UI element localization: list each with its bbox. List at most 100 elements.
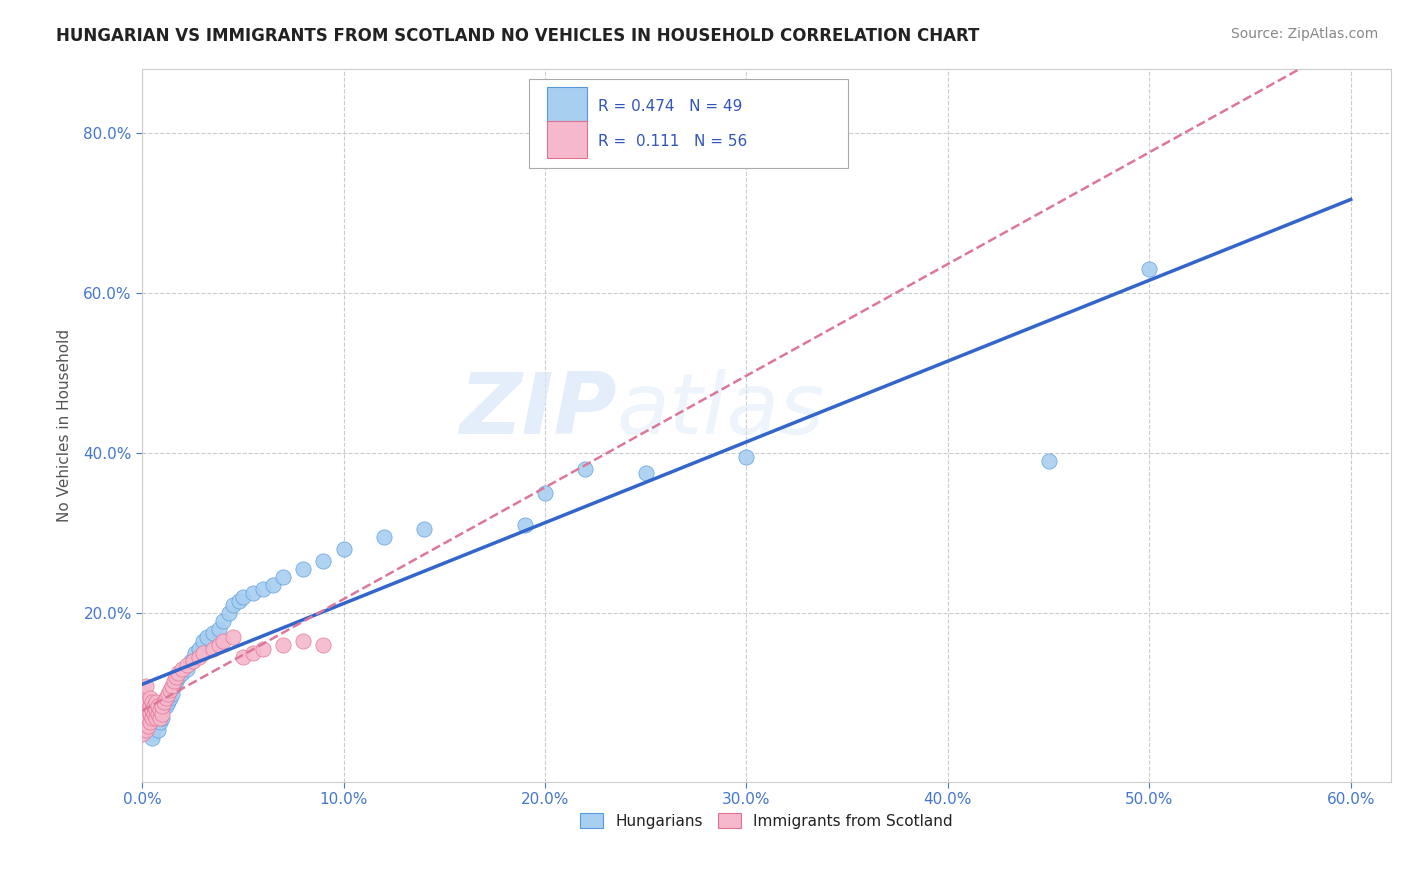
Point xyxy=(271,639,294,653)
Point xyxy=(145,714,167,729)
Point xyxy=(167,666,190,681)
Point xyxy=(228,594,250,608)
Point xyxy=(201,642,224,657)
Point xyxy=(208,623,231,637)
Point xyxy=(735,450,758,464)
Point xyxy=(145,702,167,716)
Point xyxy=(148,706,170,721)
Point xyxy=(195,631,218,645)
Point xyxy=(150,710,173,724)
Text: atlas: atlas xyxy=(617,369,825,452)
Point xyxy=(218,607,240,621)
Point xyxy=(148,723,170,737)
Point xyxy=(141,726,163,740)
Point xyxy=(141,718,163,732)
Point xyxy=(150,698,173,713)
Point xyxy=(162,679,184,693)
Point xyxy=(139,690,162,705)
Point xyxy=(148,706,170,721)
Point xyxy=(167,671,190,685)
Point xyxy=(134,686,156,700)
Point xyxy=(136,694,159,708)
Point xyxy=(534,486,557,500)
Point xyxy=(201,626,224,640)
Point xyxy=(242,586,264,600)
Point xyxy=(211,615,233,629)
Point xyxy=(176,663,198,677)
Point xyxy=(180,655,202,669)
Point xyxy=(139,698,162,713)
Point xyxy=(145,718,167,732)
Point xyxy=(513,518,536,533)
Point xyxy=(181,655,204,669)
Point xyxy=(145,710,167,724)
Point xyxy=(165,671,187,685)
Point xyxy=(159,690,181,705)
Point xyxy=(271,570,294,584)
Point xyxy=(145,710,167,724)
Point xyxy=(135,698,157,713)
Point xyxy=(262,578,284,592)
Point xyxy=(191,634,214,648)
Point xyxy=(312,554,335,568)
Point xyxy=(141,731,163,745)
Legend: Hungarians, Immigrants from Scotland: Hungarians, Immigrants from Scotland xyxy=(574,806,959,835)
Point xyxy=(143,706,166,721)
Point xyxy=(135,706,157,721)
Text: R =  0.111   N = 56: R = 0.111 N = 56 xyxy=(598,134,747,149)
Point xyxy=(134,694,156,708)
Point xyxy=(162,686,184,700)
Point xyxy=(155,698,177,713)
Text: HUNGARIAN VS IMMIGRANTS FROM SCOTLAND NO VEHICLES IN HOUSEHOLD CORRELATION CHART: HUNGARIAN VS IMMIGRANTS FROM SCOTLAND NO… xyxy=(56,27,980,45)
Point xyxy=(148,698,170,713)
Point xyxy=(187,642,209,657)
Point xyxy=(134,714,156,729)
Point xyxy=(159,682,181,697)
Point xyxy=(332,542,354,557)
Point xyxy=(222,599,245,613)
Point xyxy=(150,702,173,716)
FancyBboxPatch shape xyxy=(547,87,586,124)
Point xyxy=(208,639,231,653)
Point xyxy=(163,679,186,693)
Point xyxy=(574,462,596,476)
Point xyxy=(211,634,233,648)
Point xyxy=(149,714,172,729)
Point xyxy=(157,686,180,700)
Point xyxy=(134,702,156,716)
Point xyxy=(1137,261,1160,276)
Point xyxy=(131,718,153,732)
Point xyxy=(141,702,163,716)
Point xyxy=(141,723,163,737)
Point xyxy=(153,694,176,708)
Point xyxy=(139,706,162,721)
Point xyxy=(222,631,245,645)
Point xyxy=(1038,454,1060,468)
Point xyxy=(373,530,395,544)
Point xyxy=(292,562,315,576)
Point xyxy=(136,710,159,724)
Point xyxy=(139,714,162,729)
Text: R = 0.474   N = 49: R = 0.474 N = 49 xyxy=(598,99,742,114)
Point xyxy=(252,582,274,597)
FancyBboxPatch shape xyxy=(529,79,848,169)
Point xyxy=(145,694,167,708)
Point xyxy=(413,522,436,536)
Point xyxy=(187,650,209,665)
Point xyxy=(165,674,187,689)
Point xyxy=(232,591,254,605)
Point xyxy=(131,726,153,740)
Point xyxy=(176,658,198,673)
Point xyxy=(634,466,657,480)
Point xyxy=(172,663,194,677)
Point xyxy=(312,639,335,653)
Point xyxy=(172,666,194,681)
Point xyxy=(149,710,172,724)
Point xyxy=(252,642,274,657)
Y-axis label: No Vehicles in Household: No Vehicles in Household xyxy=(58,328,72,522)
Point xyxy=(163,674,186,689)
FancyBboxPatch shape xyxy=(547,121,586,159)
Point xyxy=(135,679,157,693)
Point xyxy=(136,702,159,716)
Point xyxy=(149,702,172,716)
